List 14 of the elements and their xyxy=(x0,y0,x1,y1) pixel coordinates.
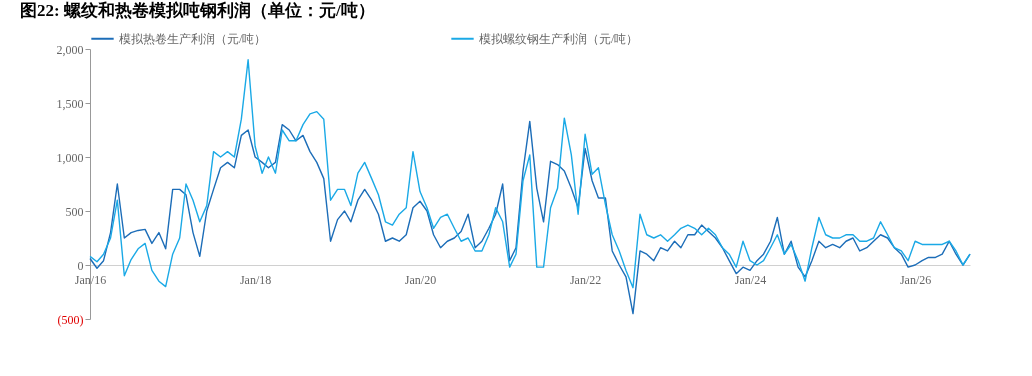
y-tick-label: 500 xyxy=(65,204,84,219)
x-tick-label: Jan/26 xyxy=(899,272,932,287)
y-tick-label: 0 xyxy=(77,258,84,273)
x-tick-label: Jan/18 xyxy=(239,272,272,287)
y-tick-label: 1,500 xyxy=(56,96,84,111)
y-tick-label: 2,000 xyxy=(56,42,84,57)
legend-label: 模拟螺纹钢生产利润（元/吨） xyxy=(479,31,639,46)
x-tick-label: Jan/20 xyxy=(404,272,437,287)
y-tick-label: (500) xyxy=(57,312,84,327)
y-tick-label: 1,000 xyxy=(56,150,84,165)
x-tick-label: Jan/22 xyxy=(569,272,602,287)
chart-title: 图22: 螺纹和热卷模拟吨钢利润（单位：元/吨） xyxy=(20,1,375,20)
x-tick-label: Jan/24 xyxy=(734,272,767,287)
legend-label: 模拟热卷生产利润（元/吨） xyxy=(119,31,267,46)
